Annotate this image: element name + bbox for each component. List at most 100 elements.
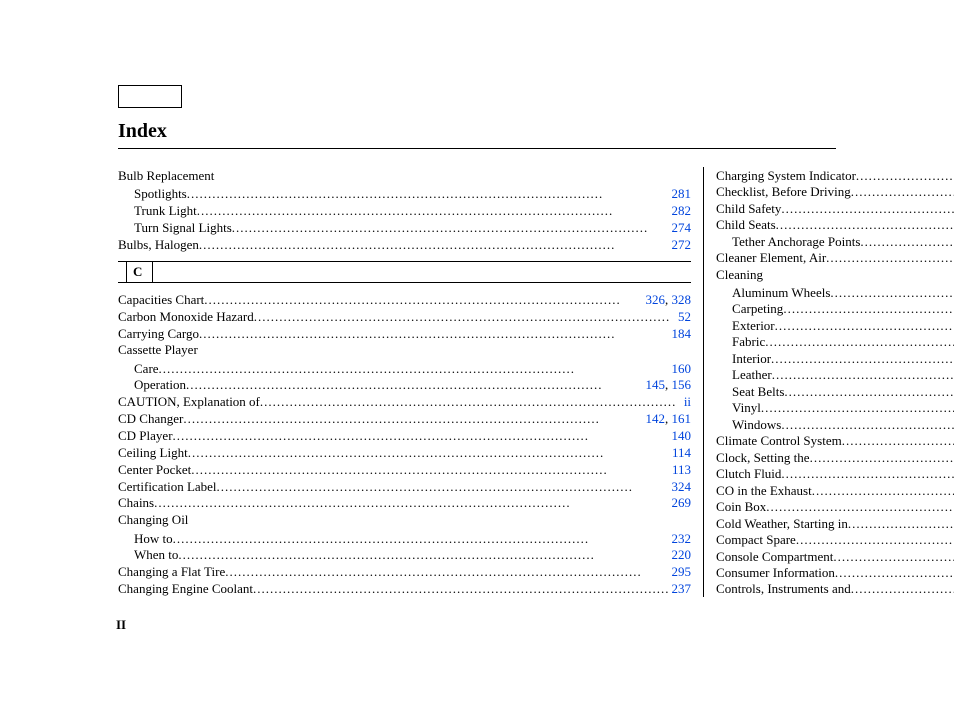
entry-label: Carrying Cargo <box>118 325 199 342</box>
page-link[interactable]: 142 <box>646 411 666 426</box>
leader-dots <box>851 183 954 199</box>
entry-pages: 184 <box>670 325 692 342</box>
index-entry: Cold Weather, Starting in 190 <box>716 515 954 531</box>
page-link[interactable]: 328 <box>672 292 692 307</box>
page-link[interactable]: 156 <box>672 377 692 392</box>
index-entry: Climate Control System 125 <box>716 432 954 448</box>
leader-dots <box>810 449 954 465</box>
entry-pages: 274 <box>670 219 692 236</box>
index-entry: CAUTION, Explanation of ii <box>118 393 691 410</box>
entry-label: Operation <box>134 376 186 393</box>
leader-dots <box>178 546 669 563</box>
index-entry: Turn Signal Lights 274 <box>118 219 691 236</box>
page-link[interactable]: 113 <box>672 462 691 477</box>
entry-label: Charging System Indicator <box>716 167 856 183</box>
page-link[interactable]: 140 <box>672 428 692 443</box>
index-entry: Windows 290 <box>716 416 954 432</box>
index-heading: Cleaning <box>716 266 954 284</box>
index-entry: CO in the Exhaust 334 <box>716 482 954 498</box>
entry-label: Certification Label <box>118 478 217 495</box>
page-title: Index <box>118 120 836 143</box>
page-link[interactable]: 52 <box>678 309 691 324</box>
leader-dots <box>159 360 670 377</box>
index-entry: Exterior 286 <box>716 317 954 333</box>
leader-dots <box>761 399 954 415</box>
index-entry: CD Player 140 <box>118 427 691 444</box>
entry-label: Child Seats <box>716 216 776 232</box>
entry-pages: 52 <box>676 308 691 325</box>
index-entry: Leather 289 <box>716 366 954 382</box>
index-entry: Clutch Fluid 247 <box>716 465 954 481</box>
entry-label: Capacities Chart <box>118 291 204 308</box>
page-link[interactable]: 281 <box>672 186 692 201</box>
leader-dots <box>856 167 954 183</box>
leader-dots <box>830 284 954 300</box>
leader-dots <box>197 202 670 219</box>
leader-dots <box>199 325 670 342</box>
leader-dots <box>835 564 954 580</box>
entry-label: Coin Box <box>716 498 766 514</box>
entry-pages: 281 <box>670 185 692 202</box>
entry-pages: 272 <box>670 236 692 253</box>
entry-pages: 232 <box>670 530 692 547</box>
leader-dots <box>187 185 670 202</box>
leader-dots <box>776 216 954 232</box>
leader-dots <box>833 548 954 564</box>
page-link[interactable]: 160 <box>672 361 692 376</box>
page-link[interactable]: 232 <box>672 531 692 546</box>
page-link[interactable]: 274 <box>672 220 692 235</box>
entry-label: Turn Signal Lights <box>134 219 232 236</box>
leader-dots <box>154 494 669 511</box>
entry-pages: ii <box>682 393 691 410</box>
entry-label: CD Changer <box>118 410 183 427</box>
leader-dots <box>842 432 954 448</box>
index-entry: Certification Label 324 <box>118 478 691 495</box>
leader-dots <box>781 416 954 432</box>
leader-dots <box>812 482 954 498</box>
page-link[interactable]: 220 <box>672 547 692 562</box>
page-link[interactable]: 114 <box>672 445 691 460</box>
page-link[interactable]: 161 <box>672 411 692 426</box>
section-letter-c: C <box>118 261 691 283</box>
page-link[interactable]: ii <box>684 394 691 409</box>
page-link[interactable]: 269 <box>672 495 692 510</box>
page-link[interactable]: 324 <box>672 479 692 494</box>
entry-label: Trunk Light <box>134 202 197 219</box>
entry-label: Carbon Monoxide Hazard <box>118 308 254 325</box>
page-link[interactable]: 272 <box>672 237 692 252</box>
leader-dots <box>848 515 954 531</box>
entry-label: Cleaner Element, Air <box>716 249 826 265</box>
entry-label: Changing Engine Coolant <box>118 580 253 597</box>
index-entry: Controls, Instruments and 55 <box>716 580 954 596</box>
leader-dots <box>183 410 643 427</box>
leader-dots <box>173 427 670 444</box>
page-link[interactable]: 295 <box>672 564 692 579</box>
entry-label: Bulbs, Halogen <box>118 236 199 253</box>
leader-dots <box>254 308 676 325</box>
page-link[interactable]: 237 <box>672 581 692 596</box>
page-link[interactable]: 326 <box>646 292 666 307</box>
page-link[interactable]: 282 <box>672 203 692 218</box>
leader-dots <box>775 317 954 333</box>
index-entry: Care 160 <box>118 360 691 377</box>
leader-dots <box>781 200 954 216</box>
entry-label: Checklist, Before Driving <box>716 183 851 199</box>
leader-dots <box>253 580 670 597</box>
page-link[interactable]: 145 <box>646 377 666 392</box>
entry-label: Aluminum Wheels <box>732 284 830 300</box>
entry-pages: 324 <box>670 478 692 495</box>
index-heading: Bulb Replacement <box>118 167 691 185</box>
leader-dots <box>225 563 669 580</box>
entry-label: Exterior <box>732 317 775 333</box>
entry-label: Spotlights <box>134 185 187 202</box>
index-entry: When to 220 <box>118 546 691 563</box>
index-entry: Carpeting 288 <box>716 300 954 316</box>
index-entry: Capacities Chart 326, 328 <box>118 291 691 308</box>
page-link[interactable]: 184 <box>672 326 692 341</box>
index-entry: CD Changer 142, 161 <box>118 410 691 427</box>
index-entry: Clock, Setting the 109 <box>716 449 954 465</box>
leader-dots <box>860 233 954 249</box>
index-entry: Seat Belts 289 <box>716 383 954 399</box>
entry-label: Carpeting <box>732 300 783 316</box>
entry-label: Center Pocket <box>118 461 191 478</box>
